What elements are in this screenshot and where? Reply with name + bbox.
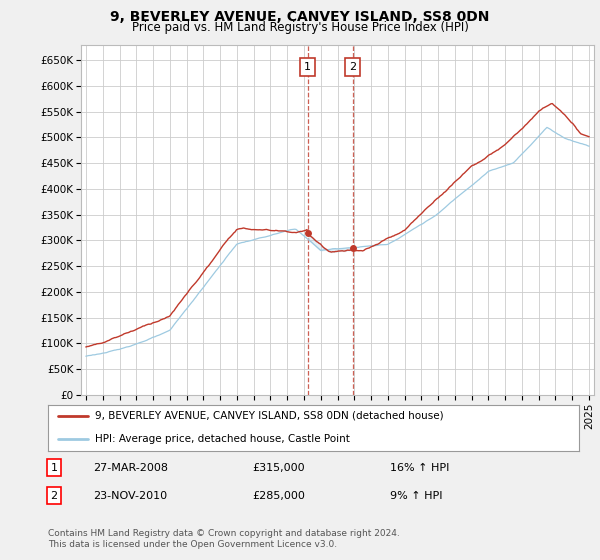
Text: £285,000: £285,000 xyxy=(252,491,305,501)
Text: 23-NOV-2010: 23-NOV-2010 xyxy=(93,491,167,501)
Text: 27-MAR-2008: 27-MAR-2008 xyxy=(93,463,168,473)
Text: 16% ↑ HPI: 16% ↑ HPI xyxy=(390,463,449,473)
Text: £315,000: £315,000 xyxy=(252,463,305,473)
Text: 9, BEVERLEY AVENUE, CANVEY ISLAND, SS8 0DN (detached house): 9, BEVERLEY AVENUE, CANVEY ISLAND, SS8 0… xyxy=(95,411,443,421)
Text: Contains HM Land Registry data © Crown copyright and database right 2024.
This d: Contains HM Land Registry data © Crown c… xyxy=(48,529,400,549)
Text: Price paid vs. HM Land Registry's House Price Index (HPI): Price paid vs. HM Land Registry's House … xyxy=(131,21,469,34)
Text: 1: 1 xyxy=(304,62,311,72)
Text: 9% ↑ HPI: 9% ↑ HPI xyxy=(390,491,443,501)
Text: 9, BEVERLEY AVENUE, CANVEY ISLAND, SS8 0DN: 9, BEVERLEY AVENUE, CANVEY ISLAND, SS8 0… xyxy=(110,10,490,24)
Text: 2: 2 xyxy=(349,62,356,72)
Text: 1: 1 xyxy=(50,463,58,473)
Text: 2: 2 xyxy=(50,491,58,501)
Text: HPI: Average price, detached house, Castle Point: HPI: Average price, detached house, Cast… xyxy=(95,434,350,444)
